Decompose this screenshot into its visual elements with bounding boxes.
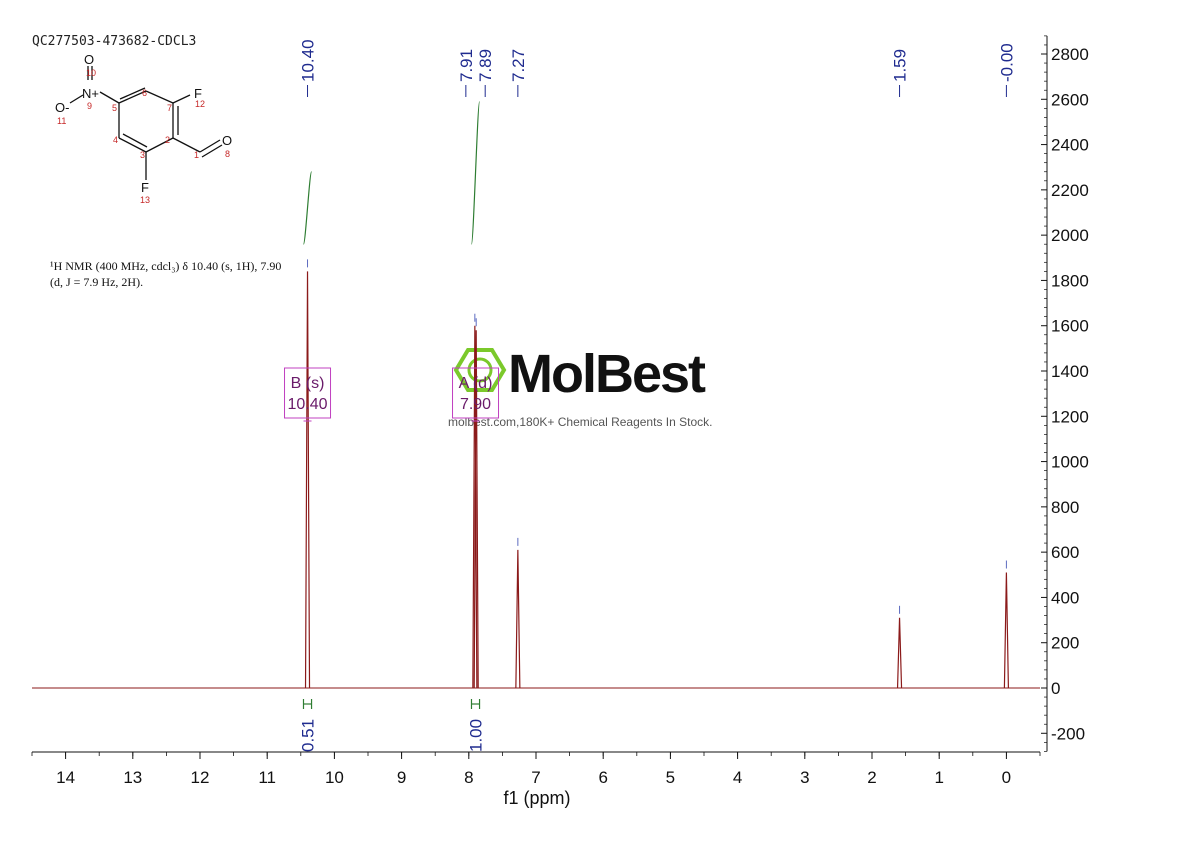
spectrum <box>32 259 1040 689</box>
y-tick-label: 1400 <box>1051 362 1089 381</box>
multiplet-frame <box>284 367 332 419</box>
spectrum-peak <box>1003 572 1009 689</box>
x-tick-label: 10 <box>325 768 344 787</box>
nmr-description-line-1: ¹H NMR (400 MHz, cdcl₃) δ 10.40 (s, 1H),… <box>50 259 281 273</box>
peak-label-group: 7.91 <box>457 49 476 97</box>
molecule-structure: O 10 N+ 9 O- 11 F 12 O 8 F 13 6 7 5 2 4 … <box>55 52 232 205</box>
integral-value: 1.00 <box>467 719 486 752</box>
spectrum-peak <box>896 617 903 689</box>
peak-label-group: 7.27 <box>509 49 528 97</box>
spectrum-peak <box>472 325 478 689</box>
x-tick-label: 4 <box>733 768 742 787</box>
spectrum-peak <box>304 271 311 689</box>
integral-curve <box>470 100 481 245</box>
atom-number: 6 <box>142 88 147 98</box>
integral-curve <box>302 171 313 245</box>
peak-label: 7.91 <box>457 49 476 82</box>
integrals: 0.51 1.00 <box>299 100 486 752</box>
peak-label-group: 1.59 <box>891 49 910 97</box>
multiplet-box: B (s) 10.40 <box>284 367 332 422</box>
x-tick-label: 3 <box>800 768 809 787</box>
y-tick-label: 600 <box>1051 543 1079 562</box>
atom-number: 13 <box>140 195 150 205</box>
x-tick-label: 13 <box>123 768 142 787</box>
x-tick-label: 9 <box>397 768 406 787</box>
multiplet-shift: 7.90 <box>460 396 491 413</box>
peak-label: 7.27 <box>509 49 528 82</box>
atom-label: O- <box>55 100 69 115</box>
x-tick-label: 14 <box>56 768 75 787</box>
y-tick-label: 1200 <box>1051 407 1089 426</box>
x-tick-label: 6 <box>598 768 607 787</box>
x-tick-label: 1 <box>934 768 943 787</box>
y-tick-label: 1600 <box>1051 317 1089 336</box>
watermark-tagline: molbest.com,180K+ Chemical Reagents In S… <box>448 415 712 429</box>
atom-number: 4 <box>113 135 118 145</box>
y-tick-label: 1000 <box>1051 453 1089 472</box>
y-tick-label: -200 <box>1051 724 1085 743</box>
atom-number: 1 <box>194 150 199 160</box>
atom-label: N+ <box>82 86 99 101</box>
watermark-name: MolBest <box>508 344 706 404</box>
multiplet-name: B (s) <box>291 375 325 392</box>
multiplet-shift: 10.40 <box>287 396 327 413</box>
atom-number: 12 <box>195 99 205 109</box>
peak-label-group: 7.89 <box>476 49 495 97</box>
multiplet-name: A (d) <box>459 375 493 392</box>
axes: 14 13 12 11 10 9 8 7 6 5 4 3 2 1 0-2000200400600800100… <box>31 35 1089 787</box>
y-tick-label: 200 <box>1051 634 1079 653</box>
atom-label: F <box>141 180 149 195</box>
y-tick-label: 2800 <box>1051 45 1089 64</box>
watermark: MolBest molbest.com,180K+ Chemical Reage… <box>448 344 712 429</box>
atom-number: 11 <box>57 116 66 126</box>
molbest-logo-icon <box>453 348 507 392</box>
nmr-description-line-2: (d, J = 7.9 Hz, 2H). <box>50 275 143 289</box>
peak-labels: 10.40 7.91 7.89 7.27 1.59 -0.00 <box>299 39 1016 97</box>
y-tick-label: 2600 <box>1051 90 1089 109</box>
y-tick-label: 800 <box>1051 498 1079 517</box>
x-tick-label: 0 <box>1002 768 1011 787</box>
x-tick-label: 2 <box>867 768 876 787</box>
peak-label: 10.40 <box>299 39 318 82</box>
atom-label: F <box>194 86 202 101</box>
y-tick-label: 0 <box>1051 679 1060 698</box>
atom-label: O <box>84 52 94 67</box>
spectrum-peak <box>473 330 479 689</box>
multiplet-box: A (d) 7.90 <box>452 367 500 422</box>
atom-label: O <box>222 133 232 148</box>
x-tick-label: 12 <box>191 768 210 787</box>
atom-number: 3 <box>140 150 145 160</box>
atom-number: 2 <box>165 135 170 145</box>
atom-number: 10 <box>86 68 96 78</box>
x-tick-label: 7 <box>531 768 540 787</box>
x-tick-label: 8 <box>464 768 473 787</box>
atom-number: 5 <box>112 103 117 113</box>
integral-value: 0.51 <box>299 719 318 752</box>
peak-label: -0.00 <box>997 43 1016 82</box>
spectrum-peak <box>515 549 521 689</box>
peak-label-group: -0.00 <box>997 43 1016 97</box>
peak-label-group: 10.40 <box>299 39 318 97</box>
y-tick-label: 2400 <box>1051 136 1089 155</box>
multiplet-frame <box>452 367 500 419</box>
x-axis-label: f1 (ppm) <box>503 788 570 808</box>
atom-number: 7 <box>167 103 172 113</box>
atom-number: 8 <box>225 149 230 159</box>
x-tick-label: 5 <box>666 768 675 787</box>
y-tick-label: 1800 <box>1051 271 1089 290</box>
y-tick-label: 400 <box>1051 588 1079 607</box>
y-tick-label: 2200 <box>1051 181 1089 200</box>
x-tick-label: 11 <box>258 768 276 787</box>
multiplets: B (s) 10.40 A (d) 7.90 <box>284 367 500 422</box>
atom-number: 9 <box>87 101 92 111</box>
peak-label: 7.89 <box>476 49 495 82</box>
y-tick-label: 2000 <box>1051 226 1089 245</box>
peak-label: 1.59 <box>891 49 910 82</box>
sample-id: QC277503-473682-CDCL3 <box>32 34 196 49</box>
